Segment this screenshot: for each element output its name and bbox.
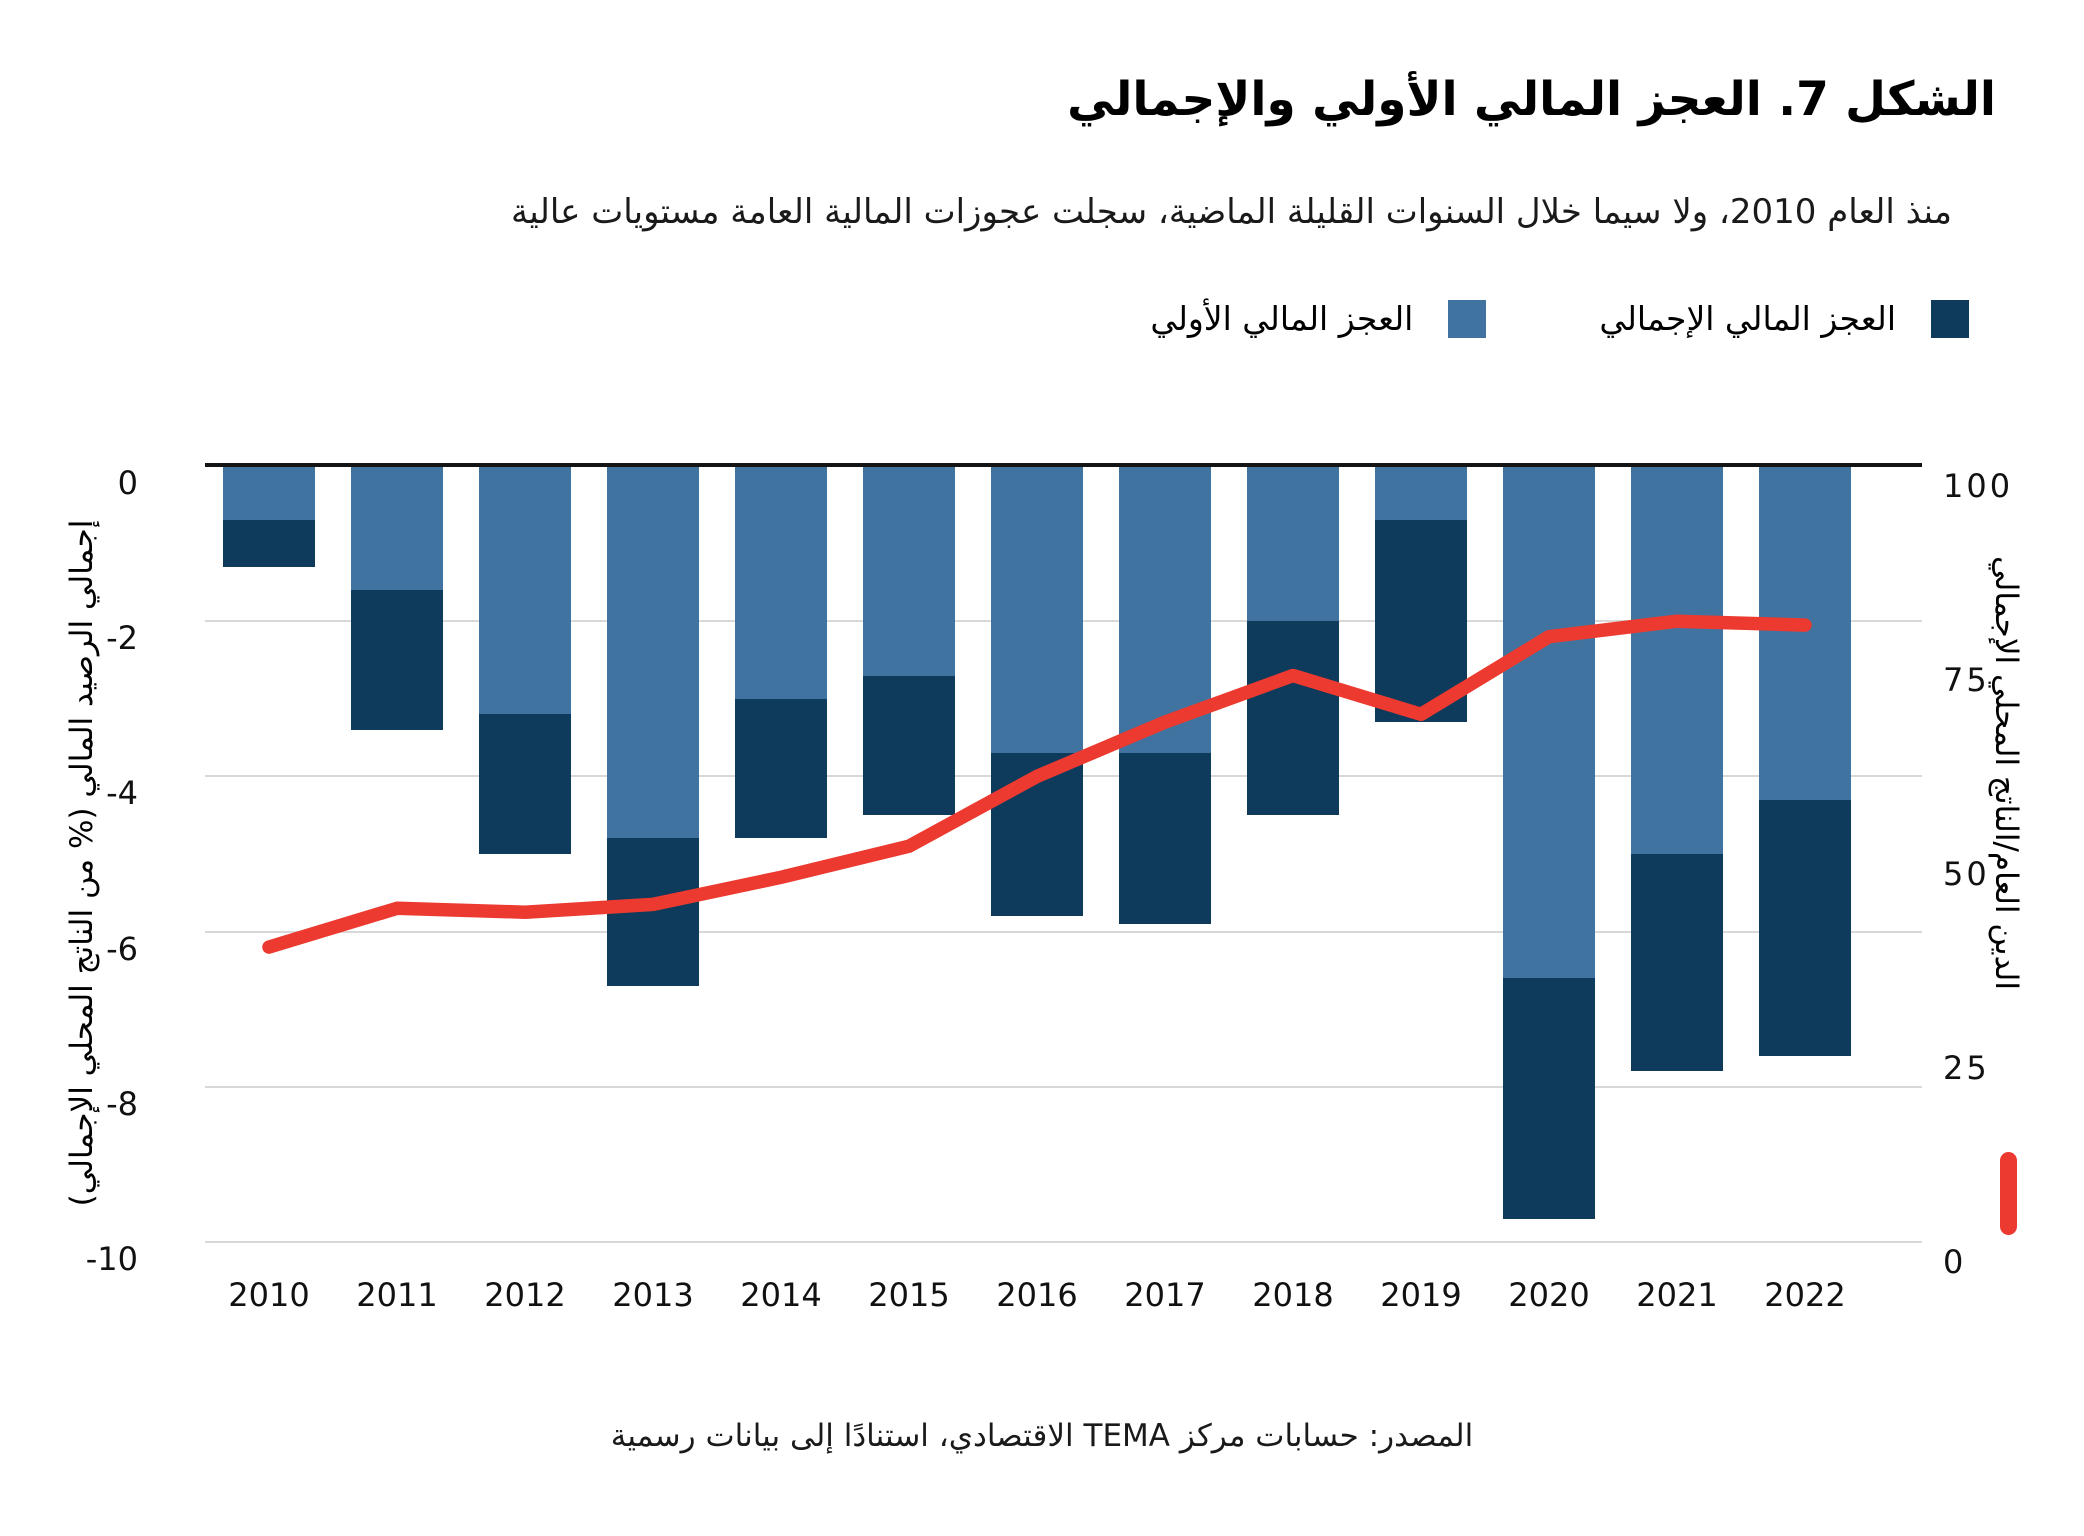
bar-overall-deficit-segment	[479, 714, 571, 854]
bar-overall-deficit-segment	[1247, 621, 1339, 816]
bar-primary-deficit-segment	[479, 466, 571, 715]
legend-item-overall-deficit: العجز المالي الإجمالي	[1599, 299, 1969, 338]
bar-primary-deficit-segment	[223, 466, 315, 521]
bar-primary-deficit-segment	[1631, 466, 1723, 854]
x-axis-year-label: 2013	[612, 1276, 694, 1314]
bar-primary-deficit-segment	[1503, 466, 1595, 979]
legend-label-overall-deficit: العجز المالي الإجمالي	[1599, 299, 1896, 338]
bar-overall-deficit-segment	[735, 698, 827, 839]
x-axis-year-label: 2011	[356, 1276, 438, 1314]
bar-primary-deficit-segment	[991, 466, 1083, 754]
right-axis-tick-label: 50	[1943, 855, 1990, 893]
chart-title: الشكل 7. العجز المالي الأولي والإجمالي	[1067, 72, 1996, 127]
bar-overall-deficit-segment	[1119, 753, 1211, 924]
bar-primary-deficit-segment	[1375, 466, 1467, 521]
bar-overall-deficit-segment	[863, 675, 955, 816]
bar-overall-deficit-segment	[223, 520, 315, 567]
left-axis-tick-label: 0	[117, 464, 138, 502]
left-axis-title: إجمالي الرصيد المالي (% من الناتج المحلي…	[64, 519, 100, 1207]
x-axis-year-label: 2017	[1124, 1276, 1206, 1314]
x-axis-year-label: 2014	[740, 1276, 822, 1314]
bar-overall-deficit-segment	[1375, 520, 1467, 723]
bar-overall-deficit-segment	[1759, 799, 1851, 1056]
bar-primary-deficit-segment	[607, 466, 699, 839]
legend: العجز المالي الإجمالي العجز المالي الأول…	[1150, 299, 1969, 338]
bar-primary-deficit-segment	[863, 466, 955, 676]
x-axis-year-label: 2020	[1508, 1276, 1590, 1314]
bar-primary-deficit-segment	[1247, 466, 1339, 622]
right-axis-tick-label: 25	[1943, 1049, 1990, 1087]
debt-line-legend-marker-icon	[2000, 1152, 2017, 1235]
bar-primary-deficit-segment	[1759, 466, 1851, 800]
right-axis-title: الدين العام/الناتج المحلي الإجمالي	[1988, 556, 2024, 990]
bar-primary-deficit-segment	[735, 466, 827, 699]
x-axis-year-label: 2021	[1636, 1276, 1718, 1314]
overall-deficit-swatch-icon	[1931, 299, 1969, 338]
zero-axis-line	[205, 463, 1922, 467]
bar-overall-deficit-segment	[607, 838, 699, 986]
x-axis-year-label: 2022	[1764, 1276, 1846, 1314]
gridline	[205, 1241, 1922, 1243]
left-axis-tick-label: -8	[106, 1084, 138, 1123]
right-axis-tick-label: 0	[1943, 1243, 1967, 1281]
gridline	[205, 1085, 1922, 1088]
x-axis-year-label: 2015	[868, 1276, 950, 1314]
left-axis-tick-label: -6	[106, 929, 138, 968]
x-axis-year-label: 2010	[228, 1276, 310, 1314]
bar-primary-deficit-segment	[351, 466, 443, 591]
legend-label-primary-deficit: العجز المالي الأولي	[1150, 299, 1414, 338]
source-note: المصدر: حسابات مركز TEMA الاقتصادي، استن…	[610, 1418, 1474, 1454]
bar-overall-deficit-segment	[991, 753, 1083, 917]
x-axis-year-label: 2012	[484, 1276, 566, 1314]
left-axis-tick-label: -2	[106, 619, 138, 658]
bar-overall-deficit-segment	[1631, 854, 1723, 1072]
bar-primary-deficit-segment	[1119, 466, 1211, 754]
legend-item-primary-deficit: العجز المالي الأولي	[1150, 299, 1487, 338]
right-axis-tick-label: 75	[1943, 661, 1990, 699]
x-axis-year-label: 2016	[996, 1276, 1078, 1314]
bar-overall-deficit-segment	[351, 590, 443, 730]
x-axis-year-label: 2019	[1380, 1276, 1462, 1314]
left-axis-tick-label: -10	[85, 1240, 138, 1278]
right-axis-tick-label: 100	[1943, 467, 2014, 505]
bar-overall-deficit-segment	[1503, 978, 1595, 1219]
primary-deficit-swatch-icon	[1448, 299, 1487, 338]
chart-subtitle: منذ العام 2010، ولا سيما خلال السنوات ال…	[510, 192, 1952, 232]
x-axis-year-label: 2018	[1252, 1276, 1334, 1314]
left-axis-tick-label: -4	[106, 774, 138, 813]
